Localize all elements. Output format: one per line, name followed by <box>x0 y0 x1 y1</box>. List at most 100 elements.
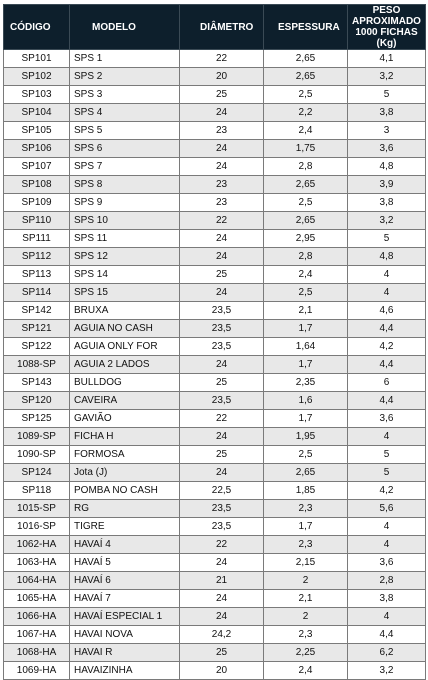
table-row: SP105 SPS 5 23 2,4 3 <box>3 121 426 140</box>
table-row: SP120 CAVEIRA 23,5 1,6 4,4 <box>3 391 426 410</box>
cell-espessura: 2,5 <box>263 85 348 104</box>
cell-modelo: RG <box>69 499 180 518</box>
cell-codigo: 1064-HA <box>3 571 70 590</box>
cell-espessura: 2,3 <box>263 535 348 554</box>
cell-peso: 4,4 <box>347 319 426 338</box>
header-codigo: CÓDIGO <box>3 4 70 50</box>
cell-peso: 4,8 <box>347 157 426 176</box>
cell-modelo: BRUXA <box>69 301 180 320</box>
cell-diametro: 22,5 <box>179 481 264 500</box>
cell-modelo: SPS 1 <box>69 49 180 68</box>
cell-espessura: 2,1 <box>263 301 348 320</box>
cell-modelo: HAVAÍ 7 <box>69 589 180 608</box>
cell-diametro: 23,5 <box>179 499 264 518</box>
cell-modelo: HAVAÍ ESPECIAL 1 <box>69 607 180 626</box>
cell-modelo: CAVEIRA <box>69 391 180 410</box>
cell-diametro: 20 <box>179 67 264 86</box>
table-row: SP109 SPS 9 23 2,5 3,8 <box>3 193 426 212</box>
product-table: CÓDIGO MODELO DIÂMETRO ESPESSURA PESO AP… <box>3 4 426 680</box>
table-row: SP113 SPS 14 25 2,4 4 <box>3 265 426 284</box>
cell-codigo: SP103 <box>3 85 70 104</box>
table-row: SP107 SPS 7 24 2,8 4,8 <box>3 157 426 176</box>
cell-espessura: 2,25 <box>263 643 348 662</box>
cell-modelo: SPS 3 <box>69 85 180 104</box>
cell-diametro: 24 <box>179 229 264 248</box>
cell-espessura: 1,6 <box>263 391 348 410</box>
cell-modelo: HAVAÍ 4 <box>69 535 180 554</box>
cell-espessura: 2 <box>263 571 348 590</box>
cell-modelo: GAVIÃO <box>69 409 180 428</box>
cell-diametro: 24 <box>179 103 264 122</box>
cell-espessura: 2,8 <box>263 157 348 176</box>
table-row: 1066-HA HAVAÍ ESPECIAL 1 24 2 4 <box>3 607 426 626</box>
table-row: SP110 SPS 10 22 2,65 3,2 <box>3 211 426 230</box>
cell-espessura: 1,7 <box>263 355 348 374</box>
cell-modelo: SPS 2 <box>69 67 180 86</box>
cell-peso: 4,2 <box>347 337 426 356</box>
table-row: SP118 POMBA NO CASH 22,5 1,85 4,2 <box>3 481 426 500</box>
cell-codigo: 1088-SP <box>3 355 70 374</box>
cell-espessura: 2,65 <box>263 463 348 482</box>
table-row: SP114 SPS 15 24 2,5 4 <box>3 283 426 302</box>
table-row: SP101 SPS 1 22 2,65 4,1 <box>3 49 426 68</box>
cell-peso: 4,4 <box>347 355 426 374</box>
cell-codigo: 1067-HA <box>3 625 70 644</box>
table-row: SP143 BULLDOG 25 2,35 6 <box>3 373 426 392</box>
cell-peso: 4 <box>347 517 426 536</box>
cell-codigo: SP112 <box>3 247 70 266</box>
cell-espessura: 1,64 <box>263 337 348 356</box>
cell-peso: 4 <box>347 535 426 554</box>
cell-modelo: AGUIA 2 LADOS <box>69 355 180 374</box>
cell-diametro: 23,5 <box>179 517 264 536</box>
table-row: SP106 SPS 6 24 1,75 3,6 <box>3 139 426 158</box>
cell-codigo: SP108 <box>3 175 70 194</box>
cell-diametro: 21 <box>179 571 264 590</box>
cell-diametro: 23 <box>179 121 264 140</box>
table-row: SP121 AGUIA NO CASH 23,5 1,7 4,4 <box>3 319 426 338</box>
cell-espessura: 2,65 <box>263 49 348 68</box>
cell-modelo: HAVAI R <box>69 643 180 662</box>
cell-espessura: 2,5 <box>263 445 348 464</box>
cell-peso: 3,8 <box>347 103 426 122</box>
cell-peso: 3,8 <box>347 589 426 608</box>
header-modelo: MODELO <box>69 4 180 50</box>
cell-codigo: SP124 <box>3 463 70 482</box>
cell-peso: 3,6 <box>347 409 426 428</box>
cell-modelo: TIGRE <box>69 517 180 536</box>
cell-peso: 6 <box>347 373 426 392</box>
header-peso: PESO APROXIMADO 1000 FICHAS (Kg) <box>347 4 426 50</box>
table-row: SP103 SPS 3 25 2,5 5 <box>3 85 426 104</box>
cell-espessura: 2,4 <box>263 265 348 284</box>
cell-espessura: 2,15 <box>263 553 348 572</box>
cell-codigo: SP101 <box>3 49 70 68</box>
cell-diametro: 22 <box>179 211 264 230</box>
cell-codigo: SP107 <box>3 157 70 176</box>
table-row: 1064-HA HAVAÍ 6 21 2 2,8 <box>3 571 426 590</box>
cell-diametro: 24 <box>179 283 264 302</box>
cell-codigo: 1065-HA <box>3 589 70 608</box>
table-row: SP112 SPS 12 24 2,8 4,8 <box>3 247 426 266</box>
cell-peso: 4,4 <box>347 391 426 410</box>
table-row: SP102 SPS 2 20 2,65 3,2 <box>3 67 426 86</box>
table-row: SP124 Jota (J) 24 2,65 5 <box>3 463 426 482</box>
cell-espessura: 2,65 <box>263 67 348 86</box>
table-row: 1068-HA HAVAI R 25 2,25 6,2 <box>3 643 426 662</box>
cell-diametro: 24,2 <box>179 625 264 644</box>
cell-espessura: 2,95 <box>263 229 348 248</box>
table-row: 1065-HA HAVAÍ 7 24 2,1 3,8 <box>3 589 426 608</box>
cell-codigo: SP105 <box>3 121 70 140</box>
cell-modelo: SPS 7 <box>69 157 180 176</box>
cell-diametro: 24 <box>179 247 264 266</box>
cell-espessura: 2,8 <box>263 247 348 266</box>
cell-codigo: SP125 <box>3 409 70 428</box>
cell-peso: 3,2 <box>347 211 426 230</box>
cell-modelo: SPS 6 <box>69 139 180 158</box>
header-espessura: ESPESSURA <box>263 4 348 50</box>
cell-diametro: 24 <box>179 427 264 446</box>
cell-modelo: SPS 8 <box>69 175 180 194</box>
cell-codigo: SP122 <box>3 337 70 356</box>
cell-diametro: 20 <box>179 661 264 680</box>
cell-diametro: 22 <box>179 535 264 554</box>
table-row: 1067-HA HAVAI NOVA 24,2 2,3 4,4 <box>3 625 426 644</box>
cell-codigo: 1063-HA <box>3 553 70 572</box>
